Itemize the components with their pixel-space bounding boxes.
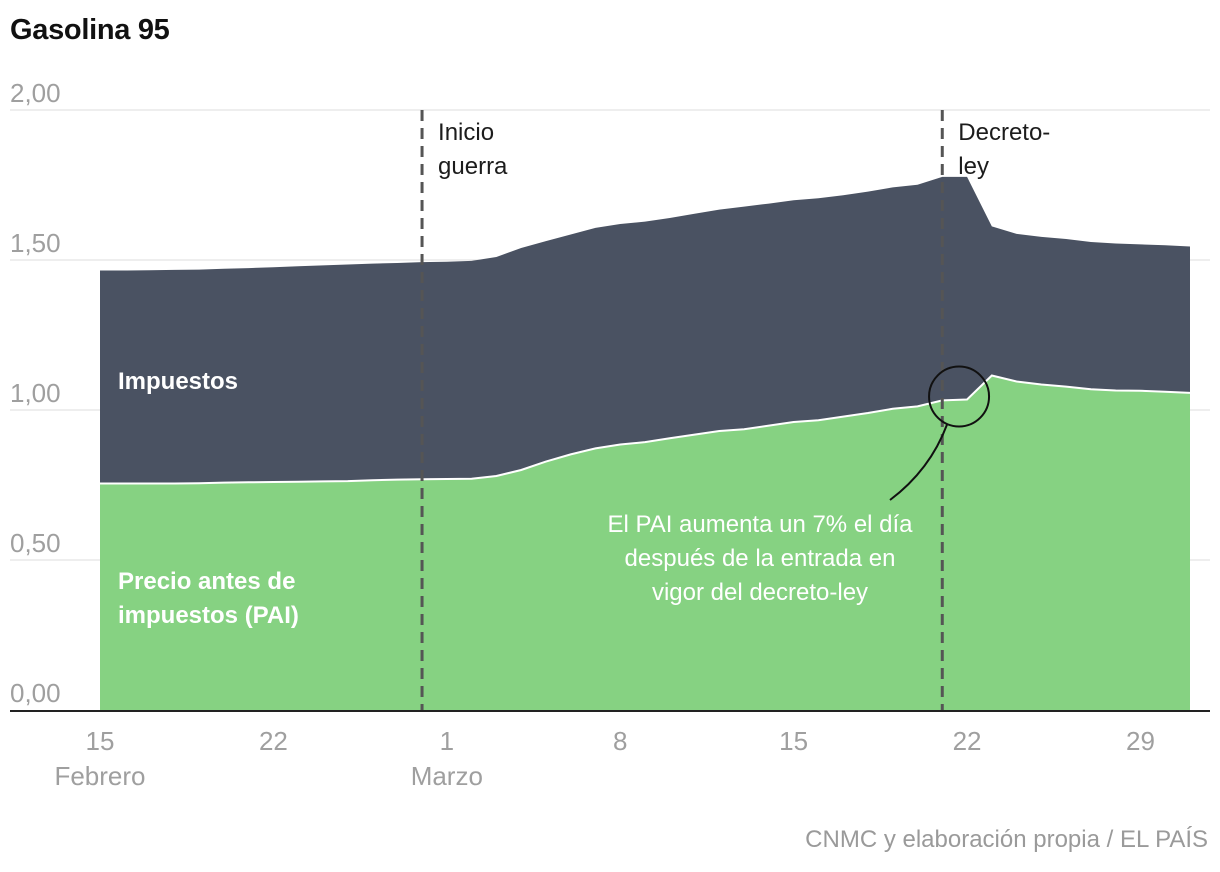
area-label-pai: Precio antes de xyxy=(118,568,295,595)
x-tick-label: 8 xyxy=(613,726,627,756)
area-label-impuestos: Impuestos xyxy=(118,368,238,395)
y-tick-label: 2,00 xyxy=(10,78,61,108)
event-label: Inicio xyxy=(438,119,494,146)
x-tick-label: 22 xyxy=(259,726,288,756)
x-tick-sublabel: Febrero xyxy=(54,761,145,791)
y-tick-label: 1,50 xyxy=(10,228,61,258)
y-axis-ticks: 0,00 0,50 1,00 1,50 2,00 xyxy=(10,78,61,708)
x-tick-label: 1 xyxy=(440,726,454,756)
annotation-leader-line xyxy=(889,424,948,501)
area-labels: Impuestos Precio antes de impuestos (PAI) xyxy=(118,368,299,629)
x-tick-sublabel: Marzo xyxy=(411,761,483,791)
y-tick-label: 0,50 xyxy=(10,528,61,558)
y-tick-label: 0,00 xyxy=(10,678,61,708)
stacked-areas xyxy=(100,176,1191,710)
source-credit: CNMC y elaboración propia / EL PAÍS xyxy=(805,826,1208,853)
event-label: ley xyxy=(958,153,989,180)
annotation-text: después de la entrada en xyxy=(625,545,896,572)
annotation: El PAI aumenta un 7% el día después de la… xyxy=(607,365,991,606)
x-tick-label: 22 xyxy=(953,726,982,756)
annotation-circle xyxy=(928,365,991,428)
chart-title: Gasolina 95 xyxy=(10,14,170,46)
series-area-pai xyxy=(100,375,1190,710)
x-tick-label: 15 xyxy=(86,726,115,756)
annotation-text: El PAI aumenta un 7% el día xyxy=(607,511,913,538)
y-tick-label: 1,00 xyxy=(10,378,61,408)
x-tick-label: 15 xyxy=(779,726,808,756)
series-area-impuestos xyxy=(100,176,1190,484)
x-axis: 15 Febrero 22 1 Marzo 8 15 22 29 xyxy=(10,710,1210,791)
event-label: guerra xyxy=(438,153,508,180)
x-tick-label: 29 xyxy=(1126,726,1155,756)
pai-boundary-line xyxy=(100,374,1191,485)
event-label: Decreto- xyxy=(958,119,1050,146)
area-label-pai: impuestos (PAI) xyxy=(118,602,299,629)
annotation-text: vigor del decreto-ley xyxy=(652,579,868,606)
event-markers: Inicio guerra Decreto-ley xyxy=(420,110,1050,710)
